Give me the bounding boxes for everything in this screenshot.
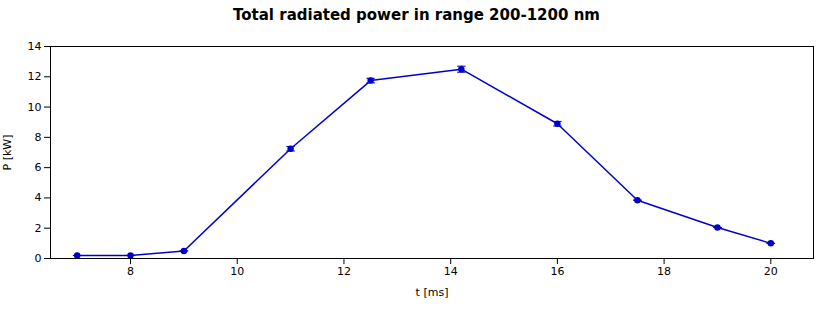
html-text:Total radiated power in range: Total radiated power in range 200-1200 n… xyxy=(233,6,600,24)
svg-text:4: 4 xyxy=(35,191,42,204)
svg-text:0: 0 xyxy=(35,252,42,265)
svg-text:6: 6 xyxy=(35,161,42,174)
svg-text:16: 16 xyxy=(550,265,564,278)
svg-text:P [kW]: P [kW] xyxy=(1,135,14,171)
svg-text:8: 8 xyxy=(35,131,42,144)
svg-text:8: 8 xyxy=(127,265,134,278)
svg-text:10: 10 xyxy=(230,265,244,278)
svg-text:20: 20 xyxy=(764,265,778,278)
svg-text:14: 14 xyxy=(444,265,458,278)
svg-text:14: 14 xyxy=(28,40,42,53)
svg-text:12: 12 xyxy=(28,70,42,83)
svg-text:10: 10 xyxy=(28,101,42,114)
svg-text:12: 12 xyxy=(337,265,351,278)
svg-text:t [ms]: t [ms] xyxy=(416,286,449,299)
svg-text:2: 2 xyxy=(35,222,42,235)
svg-text:18: 18 xyxy=(657,265,671,278)
